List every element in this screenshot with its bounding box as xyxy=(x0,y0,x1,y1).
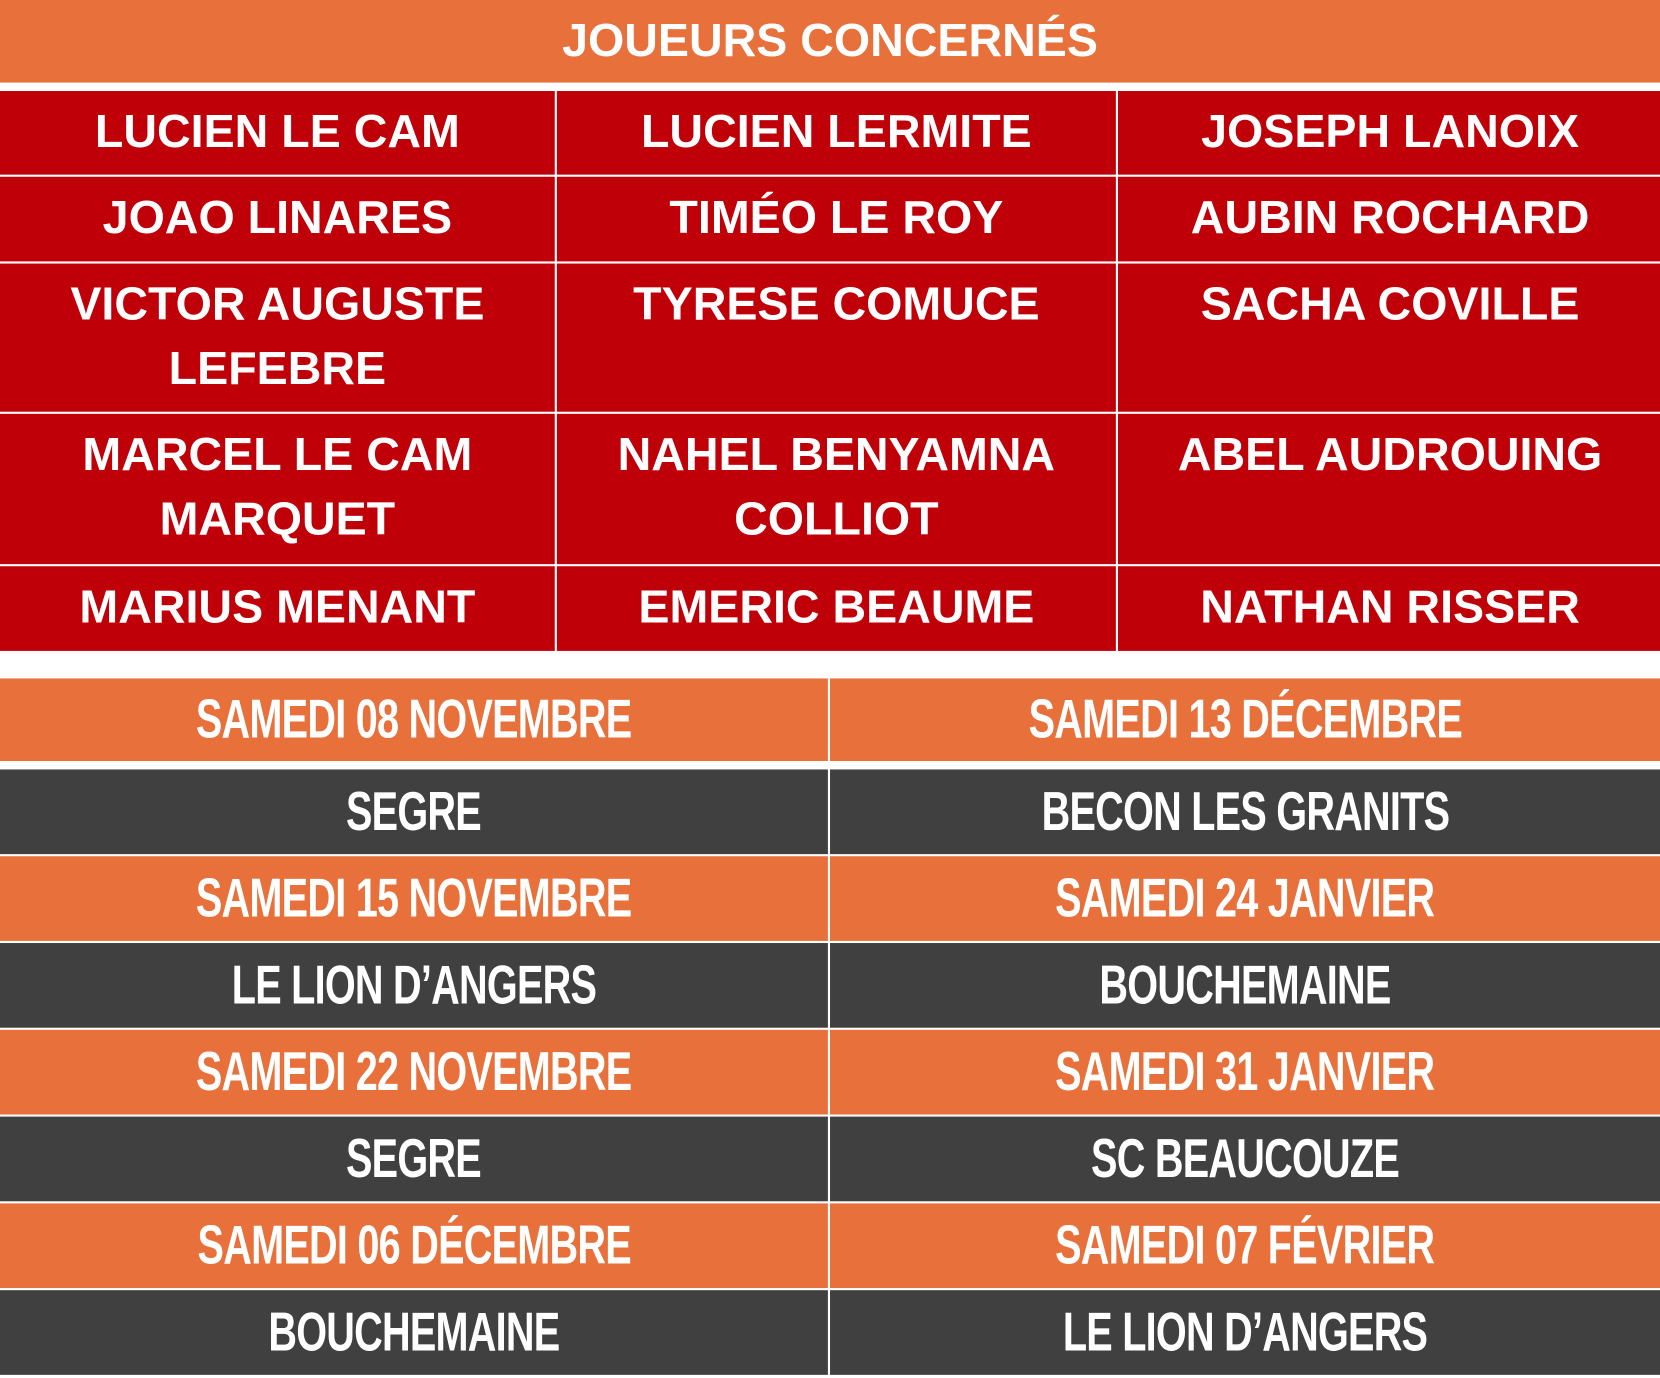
match-date: SAMEDI 06 DÉCEMBRE xyxy=(0,1203,828,1289)
opponent-team-text: SEGRE xyxy=(346,781,482,843)
opponent-row: LE LION D’ANGERS BOUCHEMAINE xyxy=(0,943,1660,1028)
match-date-text: SAMEDI 06 DÉCEMBRE xyxy=(197,1215,631,1277)
match-date: SAMEDI 15 NOVEMBRE xyxy=(0,856,828,941)
opponent-team: BOUCHEMAINE xyxy=(830,943,1660,1028)
opponent-team: SEGRE xyxy=(0,769,828,855)
date-row: SAMEDI 15 NOVEMBRE SAMEDI 24 JANVIER xyxy=(0,856,1660,941)
player-cell: LUCIEN LE CAM xyxy=(0,91,555,175)
player-cell: SACHA COVILLE xyxy=(1117,263,1660,412)
date-row: SAMEDI 08 NOVEMBRE SAMEDI 13 DÉCEMBRE xyxy=(0,678,1660,761)
match-date-text: SAMEDI 15 NOVEMBRE xyxy=(196,867,632,930)
date-row: SAMEDI 22 NOVEMBRE SAMEDI 31 JANVIER xyxy=(0,1029,1660,1115)
player-cell: AUBIN ROCHARD xyxy=(1117,176,1660,262)
opponent-team-text: BOUCHEMAINE xyxy=(1099,954,1391,1017)
player-cell: LUCIEN LERMITE xyxy=(556,91,1116,175)
title-banner: JOUEURS CONCERNÉS xyxy=(0,0,1660,83)
match-date-text: SAMEDI 13 DÉCEMBRE xyxy=(1028,689,1462,751)
opponent-team-text: LE LION D’ANGERS xyxy=(1062,1301,1428,1364)
opponent-team-text: LE LION D’ANGERS xyxy=(231,954,597,1017)
player-cell: TIMÉO LE ROY xyxy=(556,176,1116,262)
player-cell: NATHAN RISSER xyxy=(1117,566,1660,651)
match-date-text: SAMEDI 31 JANVIER xyxy=(1055,1041,1435,1103)
players-grid: LUCIEN LE CAM LUCIEN LERMITE JOSEPH LANOIX… xyxy=(0,91,1660,651)
opponent-team: BECON LES GRANITS xyxy=(830,769,1660,855)
opponent-team-text: SC BEAUCOUZE xyxy=(1091,1128,1400,1190)
player-cell: TYRESE COMUCE xyxy=(556,263,1116,412)
player-cell: JOAO LINARES xyxy=(0,176,555,262)
opponent-team: BOUCHEMAINE xyxy=(0,1290,828,1375)
match-date: SAMEDI 22 NOVEMBRE xyxy=(0,1029,828,1115)
match-date-text: SAMEDI 07 FÉVRIER xyxy=(1055,1215,1435,1277)
player-cell: JOSEPH LANOIX xyxy=(1117,91,1660,175)
match-date-text: SAMEDI 24 JANVIER xyxy=(1055,867,1435,930)
match-date-text: SAMEDI 22 NOVEMBRE xyxy=(196,1041,632,1103)
opponent-team-text: SEGRE xyxy=(346,1128,482,1190)
opponent-row: BOUCHEMAINE LE LION D’ANGERS xyxy=(0,1290,1660,1375)
player-cell: EMERIC BEAUME xyxy=(556,566,1116,651)
match-date: SAMEDI 24 JANVIER xyxy=(830,856,1660,941)
date-row: SAMEDI 06 DÉCEMBRE SAMEDI 07 FÉVRIER xyxy=(0,1203,1660,1289)
match-date: SAMEDI 07 FÉVRIER xyxy=(830,1203,1660,1289)
player-cell: MARCEL LE CAM MARQUET xyxy=(0,413,555,565)
player-cell: MARIUS MENANT xyxy=(0,566,555,651)
player-cell: ABEL AUDROUING xyxy=(1117,413,1660,565)
opponent-row: SEGRE SC BEAUCOUZE xyxy=(0,1116,1660,1202)
opponent-team: LE LION D’ANGERS xyxy=(830,1290,1660,1375)
schedule-table: SAMEDI 08 NOVEMBRE SAMEDI 13 DÉCEMBRE SEGR… xyxy=(0,678,1660,1377)
match-date: SAMEDI 13 DÉCEMBRE xyxy=(830,678,1660,761)
opponent-team: SC BEAUCOUZE xyxy=(830,1116,1660,1202)
opponent-team-text: BOUCHEMAINE xyxy=(268,1301,560,1364)
opponent-team: LE LION D’ANGERS xyxy=(0,943,828,1028)
player-cell: VICTOR AUGUSTE LEFEBRE xyxy=(0,263,555,412)
opponent-row: SEGRE BECON LES GRANITS xyxy=(0,769,1660,855)
opponent-team: SEGRE xyxy=(0,1116,828,1202)
match-date-text: SAMEDI 08 NOVEMBRE xyxy=(196,689,632,751)
opponent-team-text: BECON LES GRANITS xyxy=(1041,781,1449,843)
match-date: SAMEDI 08 NOVEMBRE xyxy=(0,678,828,761)
match-date: SAMEDI 31 JANVIER xyxy=(830,1029,1660,1115)
player-cell: NAHEL BENYAMNA COLLIOT xyxy=(556,413,1116,565)
